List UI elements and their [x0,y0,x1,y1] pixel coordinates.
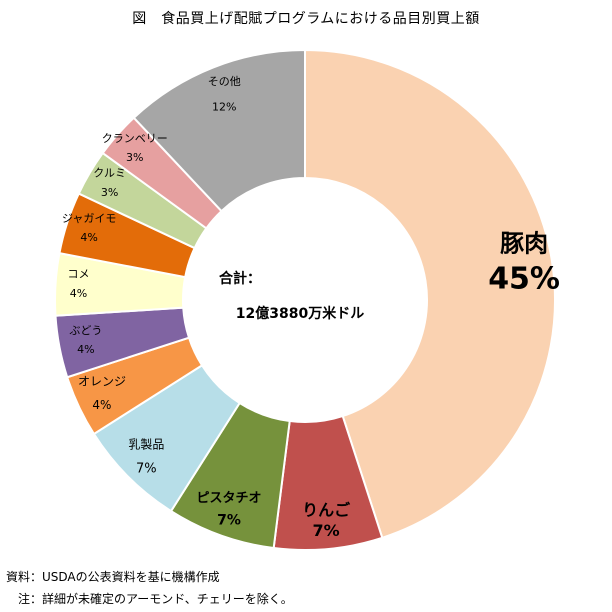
slice-label-10: クランベリー [102,132,168,145]
footnote: 注：詳細が未確定のアーモンド、チェリーを除く。 [6,592,293,606]
slice-label-1: 豚肉 [499,229,548,257]
slice-label-4: 乳製品 [128,438,164,452]
slice-label-2: りんご [302,500,350,519]
source-note: 資料：USDAの公表資料を基に機構作成 [6,570,220,584]
chart-title: 図 食品買上げ配賦プログラムにおける品目別買上額 [132,11,480,27]
slice-value-1: 45% [488,261,560,296]
slice-label-7: コメ [67,268,89,281]
slice-label-11: その他 [208,75,241,88]
slices [54,48,556,551]
center-total-value: 12億3880万米ドル [236,305,364,322]
slice-value-6: 4% [77,343,94,356]
slice-1 [304,48,556,540]
slice-label-8: ジャガイモ [62,212,116,225]
center-total-label: 合計： [219,270,261,287]
slice-value-7: 4% [70,287,87,300]
slice-value-9: 3% [101,186,118,199]
slice-value-10: 3% [126,151,143,164]
slice-value-4: 7% [136,462,157,477]
slice-11 [132,48,306,213]
slice-value-11: 12% [212,100,236,113]
slice-label-6: ぶどう [69,324,102,337]
slice-value-2: 7% [313,521,340,540]
slice-label-9: クルミ [93,166,126,179]
slice-value-3: 7% [217,512,241,528]
slice-value-5: 4% [92,398,111,412]
donut-chart: 豚肉 45% りんご 7% ピスタチオ 7% 乳製品 7% オレンジ 4% ぶどう 4% コメ 4% ジャガ… [54,48,560,551]
slice-labels: 豚肉 45% りんご 7% ピスタチオ 7% 乳製品 7% オレンジ 4% ぶどう 4% コメ 4% ジャガ… [62,75,560,540]
slice-value-8: 4% [80,231,97,244]
slice-label-3: ピスタチオ [196,491,261,506]
slice-label-5: オレンジ [78,375,126,389]
